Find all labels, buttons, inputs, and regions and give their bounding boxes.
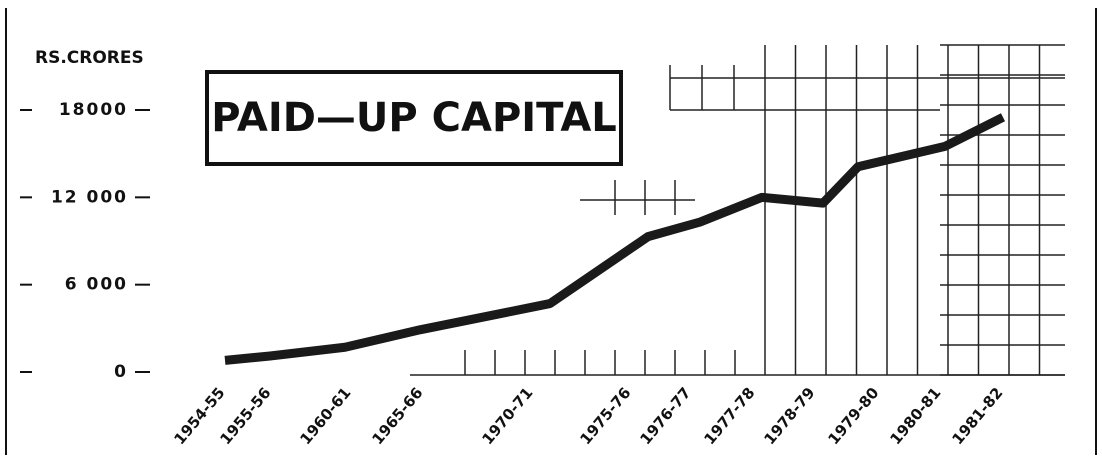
background-grid bbox=[410, 44, 1065, 376]
title-box bbox=[205, 70, 623, 166]
y-tick-label: 0 bbox=[114, 362, 128, 382]
y-axis-label: RS.CRORES bbox=[35, 48, 144, 68]
y-tick-label: 6 000 bbox=[65, 275, 128, 295]
y-tick-label: 18000 bbox=[59, 100, 128, 120]
chart-title: PAID—UP CAPITAL bbox=[211, 95, 617, 141]
y-tick-label: 12 000 bbox=[51, 187, 128, 207]
data-line bbox=[224, 113, 1006, 365]
